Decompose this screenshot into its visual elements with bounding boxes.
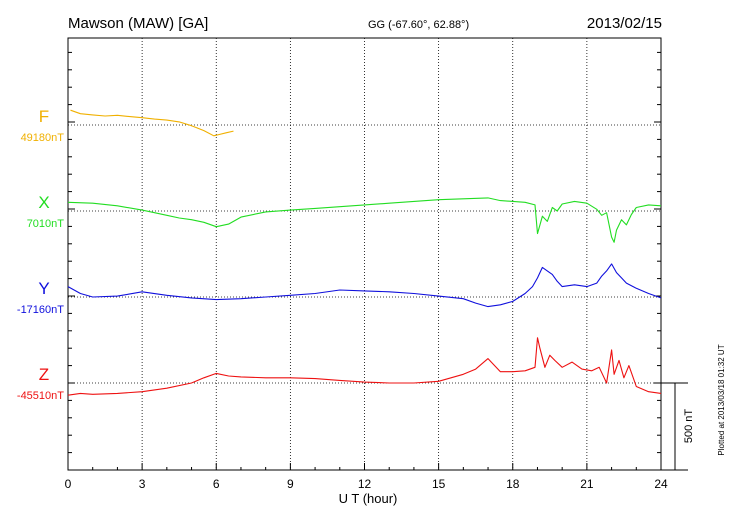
x-tick-label-24: 24 xyxy=(654,477,668,491)
coordinates-label: GG (-67.60°, 62.88°) xyxy=(368,19,469,31)
x-tick-label-15: 15 xyxy=(432,477,446,491)
series-line-z xyxy=(67,337,662,396)
date-label: 2013/02/15 xyxy=(587,15,662,32)
x-axis-label: U T (hour) xyxy=(339,491,398,506)
series-name-f: F xyxy=(39,107,49,126)
grid-lines xyxy=(68,38,661,470)
x-tick-label-18: 18 xyxy=(506,477,520,491)
series-name-x: X xyxy=(38,193,49,212)
series-baseline-label-z: -45510nT xyxy=(17,390,64,402)
x-tick-label-21: 21 xyxy=(580,477,594,491)
scale-bar-label: 500 nT xyxy=(683,409,695,444)
x-tick-label-0: 0 xyxy=(65,477,72,491)
series-line-x xyxy=(67,197,662,243)
x-tick-label-9: 9 xyxy=(287,477,294,491)
series-name-z: Z xyxy=(39,365,49,384)
x-axis: 0 3 6 9 12 15 18 21 24 xyxy=(65,463,668,491)
x-tick-label-12: 12 xyxy=(358,477,372,491)
series-baseline-label-f: 49180nT xyxy=(21,132,65,144)
series-line-f xyxy=(70,109,234,137)
x-tick-label-3: 3 xyxy=(139,477,146,491)
series-group xyxy=(67,109,662,396)
series-baseline-label-x: 7010nT xyxy=(27,218,65,230)
series-line-y xyxy=(67,263,662,308)
series-baseline-label-y: -17160nT xyxy=(17,304,64,316)
series-name-y: Y xyxy=(38,279,49,298)
x-tick-label-6: 6 xyxy=(213,477,220,491)
plotted-at-note: Plotted at 2013/03/18 01:32 UT xyxy=(717,344,726,455)
scale-bar: 500 nT xyxy=(661,382,695,471)
y-ticks xyxy=(68,51,661,471)
series-labels: F 49180nT X 7010nT Y -17160nT Z -45510nT xyxy=(17,107,64,402)
station-title: Mawson (MAW) [GA] xyxy=(68,15,208,32)
